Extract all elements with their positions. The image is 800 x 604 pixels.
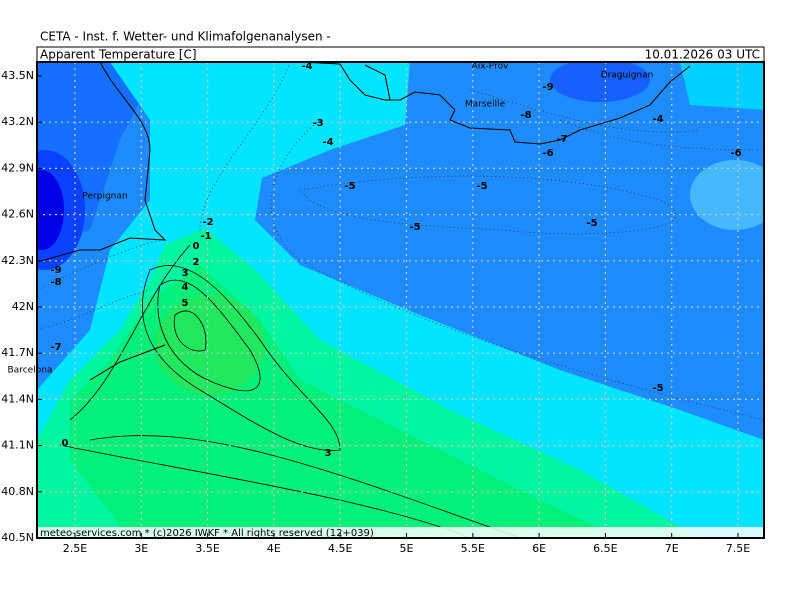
contour-label: -4 bbox=[322, 137, 333, 148]
lon-label: 2.5E bbox=[63, 542, 87, 555]
contour-label: -5 bbox=[344, 181, 355, 192]
contour-label: -3 bbox=[312, 118, 323, 129]
contour-label: -4 bbox=[301, 61, 312, 72]
lon-label: 3.5E bbox=[195, 542, 219, 555]
valid-time: 10.01.2026 03 UTC bbox=[645, 48, 760, 62]
contour-label: -9 bbox=[50, 265, 61, 276]
contour-label: -5 bbox=[652, 383, 663, 394]
city-label: Perpignan bbox=[82, 192, 127, 202]
lat-label: 40.5N bbox=[1, 531, 34, 544]
contour-label: -8 bbox=[50, 277, 61, 288]
lat-label: 42.9N bbox=[1, 161, 34, 174]
lon-label: 4.5E bbox=[328, 542, 352, 555]
contour-label: -8 bbox=[520, 110, 531, 121]
lat-label: 43.5N bbox=[1, 69, 34, 82]
lon-label: 7.5E bbox=[726, 542, 750, 555]
field-blue-north bbox=[550, 62, 650, 102]
contour-label: -1 bbox=[200, 231, 211, 242]
field-darkest bbox=[37, 170, 64, 250]
contour-label: 0 bbox=[62, 438, 69, 449]
field: meteo-services.com * (c)2026 IWKF * All … bbox=[37, 62, 764, 539]
contour-label: -5 bbox=[476, 181, 487, 192]
lon-label: 7E bbox=[665, 542, 679, 555]
coastline bbox=[37, 62, 691, 381]
frame bbox=[36, 61, 765, 539]
map-title: Apparent Temperature [C] bbox=[40, 48, 197, 62]
contour-label: -2 bbox=[202, 217, 213, 228]
lon-label: 5E bbox=[400, 542, 414, 555]
lat-label: 41.1N bbox=[1, 439, 34, 452]
grid bbox=[37, 62, 764, 538]
contour-label: 2 bbox=[193, 257, 200, 268]
lat-label: 43.2N bbox=[1, 115, 34, 128]
lon-label: 6E bbox=[532, 542, 546, 555]
lon-label: 5.5E bbox=[461, 542, 485, 555]
lat-label: 40.8N bbox=[1, 485, 34, 498]
lat-label: 42N bbox=[12, 300, 34, 313]
lon-label: 4E bbox=[267, 542, 281, 555]
contours-dotted bbox=[37, 62, 764, 421]
field-green-core bbox=[155, 295, 265, 395]
contour-label: -4 bbox=[652, 114, 663, 125]
contour-label: -7 bbox=[50, 342, 61, 353]
field-cyan-east bbox=[680, 62, 764, 110]
contour-label: 4 bbox=[182, 282, 189, 293]
contour-label: 5 bbox=[182, 298, 189, 309]
contour-label: -5 bbox=[409, 222, 420, 233]
contour-label: 0 bbox=[193, 241, 200, 252]
contour-label: -6 bbox=[542, 148, 553, 159]
lon-label: 6.5E bbox=[593, 542, 617, 555]
contour-label: -5 bbox=[586, 218, 597, 229]
contour-label: 3 bbox=[325, 448, 332, 459]
footer-box bbox=[37, 527, 764, 538]
lat-label: 42.3N bbox=[1, 254, 34, 267]
contour-label: 3 bbox=[182, 268, 189, 279]
footer: meteo-services.com * (c)2026 IWKF * All … bbox=[40, 528, 374, 539]
lat-label: 42.6N bbox=[1, 208, 34, 221]
city-label: Barcelona bbox=[8, 366, 53, 376]
institute: CETA - Inst. f. Wetter- und Klimafolgena… bbox=[40, 30, 331, 44]
lat-label: 41.7N bbox=[1, 346, 34, 359]
contour-label: -6 bbox=[730, 148, 741, 159]
field-light-east bbox=[690, 160, 764, 230]
lat-label: 41.4N bbox=[1, 392, 34, 405]
lon-label: 3E bbox=[134, 542, 148, 555]
contour-label: -7 bbox=[556, 134, 567, 145]
contour-label: -9 bbox=[542, 82, 553, 93]
city-label: Draguignan bbox=[601, 71, 654, 81]
contours-solid bbox=[59, 244, 521, 538]
city-label: Marseille bbox=[465, 100, 506, 110]
city-label: Aix-Prov bbox=[472, 62, 510, 72]
